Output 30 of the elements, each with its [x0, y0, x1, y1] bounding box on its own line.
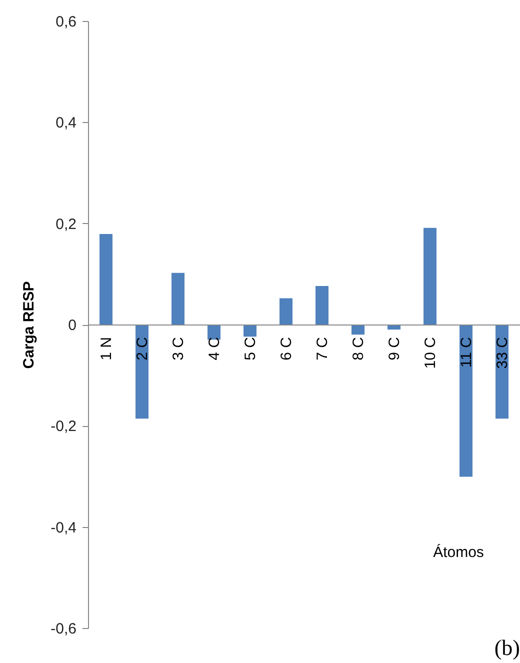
- x-tick-label: 11 C: [458, 336, 475, 368]
- x-tick-label: 9 C: [386, 336, 403, 360]
- y-tick-label: 0,2: [56, 216, 76, 233]
- y-tick-label: 0: [68, 317, 76, 334]
- y-axis-title: Carga RESP: [20, 281, 38, 369]
- y-tick-label: -0,4: [50, 519, 76, 536]
- x-tick-label: 7 C: [314, 336, 331, 360]
- x-tick-label: 2 C: [134, 336, 151, 360]
- bar: [280, 298, 292, 324]
- bar: [172, 272, 184, 324]
- bar: [244, 324, 256, 337]
- x-tick-label: 4 C: [206, 336, 223, 360]
- bar: [100, 234, 112, 324]
- text: (b): [494, 635, 520, 660]
- bar: [424, 228, 436, 324]
- x-tick-label: 33 C: [494, 336, 511, 369]
- x-tick-label: 5 C: [242, 336, 259, 360]
- y-tick-label: 0,4: [56, 114, 76, 132]
- x-tick-label: 3 C: [170, 336, 187, 360]
- y-tick-label: -0,6: [50, 620, 76, 638]
- bar: [136, 324, 148, 419]
- bar: [316, 286, 328, 324]
- y-tick-label: 0,6: [56, 14, 76, 30]
- x-tick-label: 6 C: [278, 336, 295, 360]
- y-tick-label: -0,2: [50, 418, 76, 436]
- x-tick-label: 1 N: [98, 337, 115, 360]
- bar: [460, 324, 472, 477]
- x-tick-label: 8 C: [350, 336, 367, 360]
- x-axis-title: Átomos: [433, 543, 484, 561]
- x-tick-label: 10 C: [422, 336, 439, 369]
